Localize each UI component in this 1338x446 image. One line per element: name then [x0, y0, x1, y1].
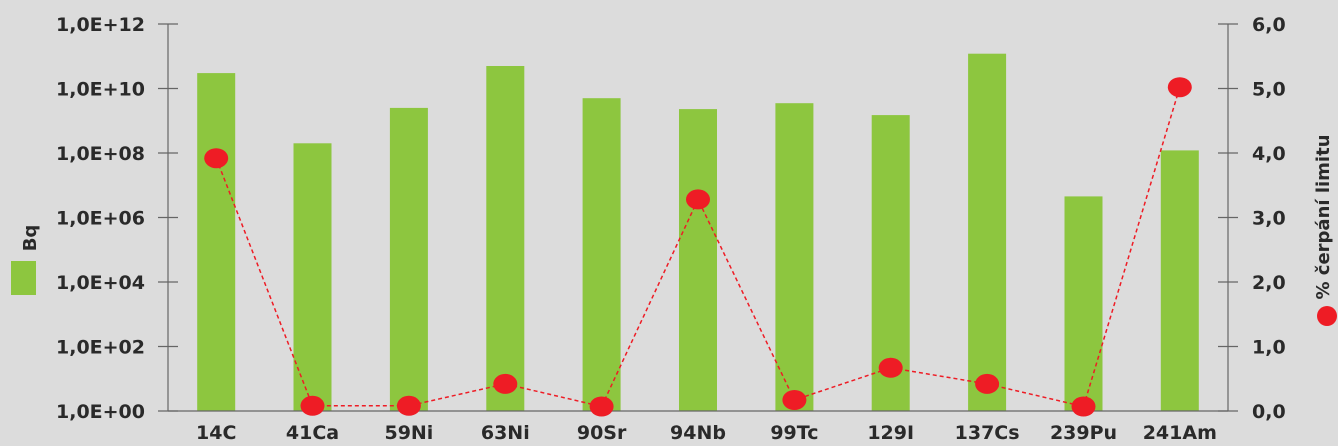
left-tick-label: 1,0E+10	[56, 79, 145, 101]
left-tick-label: 1,0E+00	[56, 401, 145, 423]
right-axis-title: % čerpání limitu	[1313, 134, 1334, 299]
right-tick-label: 2,0	[1252, 272, 1286, 294]
right-tick-label: 6,0	[1252, 14, 1286, 36]
bar-99tc	[775, 103, 814, 411]
bar-239pu	[1064, 196, 1103, 411]
left-tick-label: 1,0E+12	[56, 14, 145, 36]
bar-14c	[197, 73, 236, 411]
category-label: 94Nb	[670, 422, 726, 444]
axes-layer	[158, 23, 1238, 412]
category-label: 99Tc	[770, 422, 818, 444]
category-label: 41Ca	[286, 422, 339, 444]
bar-241am	[1160, 150, 1199, 411]
line-layer	[204, 77, 1192, 417]
point-14c	[204, 148, 229, 169]
point-239pu	[1071, 396, 1096, 417]
right-tick-label: 0,0	[1252, 401, 1286, 423]
category-label: 241Am	[1143, 422, 1217, 444]
bar-94nb	[679, 109, 717, 411]
point-99tc	[782, 390, 807, 410]
category-label: 59Ni	[384, 422, 433, 444]
left-legend-swatch	[11, 261, 36, 295]
point-41ca	[300, 395, 325, 416]
point-90sr	[589, 396, 614, 417]
right-tick-label: 1,0	[1252, 337, 1286, 359]
point-59ni	[396, 395, 421, 416]
left-tick-label: 1,0E+06	[56, 208, 145, 230]
bar-59ni	[389, 107, 428, 412]
category-label: 239Pu	[1050, 422, 1117, 444]
point-129i	[878, 357, 903, 378]
point-241am	[1167, 77, 1192, 98]
category-label: 14C	[196, 422, 236, 444]
left-tick-label: 1,0E+02	[56, 337, 145, 359]
bar-90sr	[582, 98, 621, 411]
left-tick-label: 1,0E+08	[56, 143, 145, 165]
percent-line	[215, 86, 1181, 408]
point-63ni	[493, 373, 518, 394]
right-legend-marker	[1317, 306, 1337, 326]
category-label: 90Sr	[577, 422, 627, 444]
category-label: 129I	[867, 422, 914, 444]
point-137cs	[975, 373, 1000, 394]
left-tick-label: 1,0E+04	[56, 272, 145, 294]
right-tick-label: 5,0	[1252, 79, 1286, 101]
bars-layer	[197, 53, 1199, 412]
category-label: 63Ni	[481, 422, 530, 444]
point-94nb	[686, 189, 710, 210]
category-label: 137Cs	[955, 422, 1020, 444]
bar-41ca	[293, 143, 332, 412]
bar-63ni	[486, 66, 525, 411]
bar-137cs	[968, 53, 1007, 411]
right-tick-label: 4,0	[1252, 143, 1286, 165]
left-axis-title: Bq	[20, 225, 41, 252]
right-tick-label: 3,0	[1252, 208, 1286, 230]
ticks-layer: 1,0E+00 1,0E+02 1,0E+04 1,0E+06 1,0E+08 1,0E+…	[56, 14, 1286, 444]
